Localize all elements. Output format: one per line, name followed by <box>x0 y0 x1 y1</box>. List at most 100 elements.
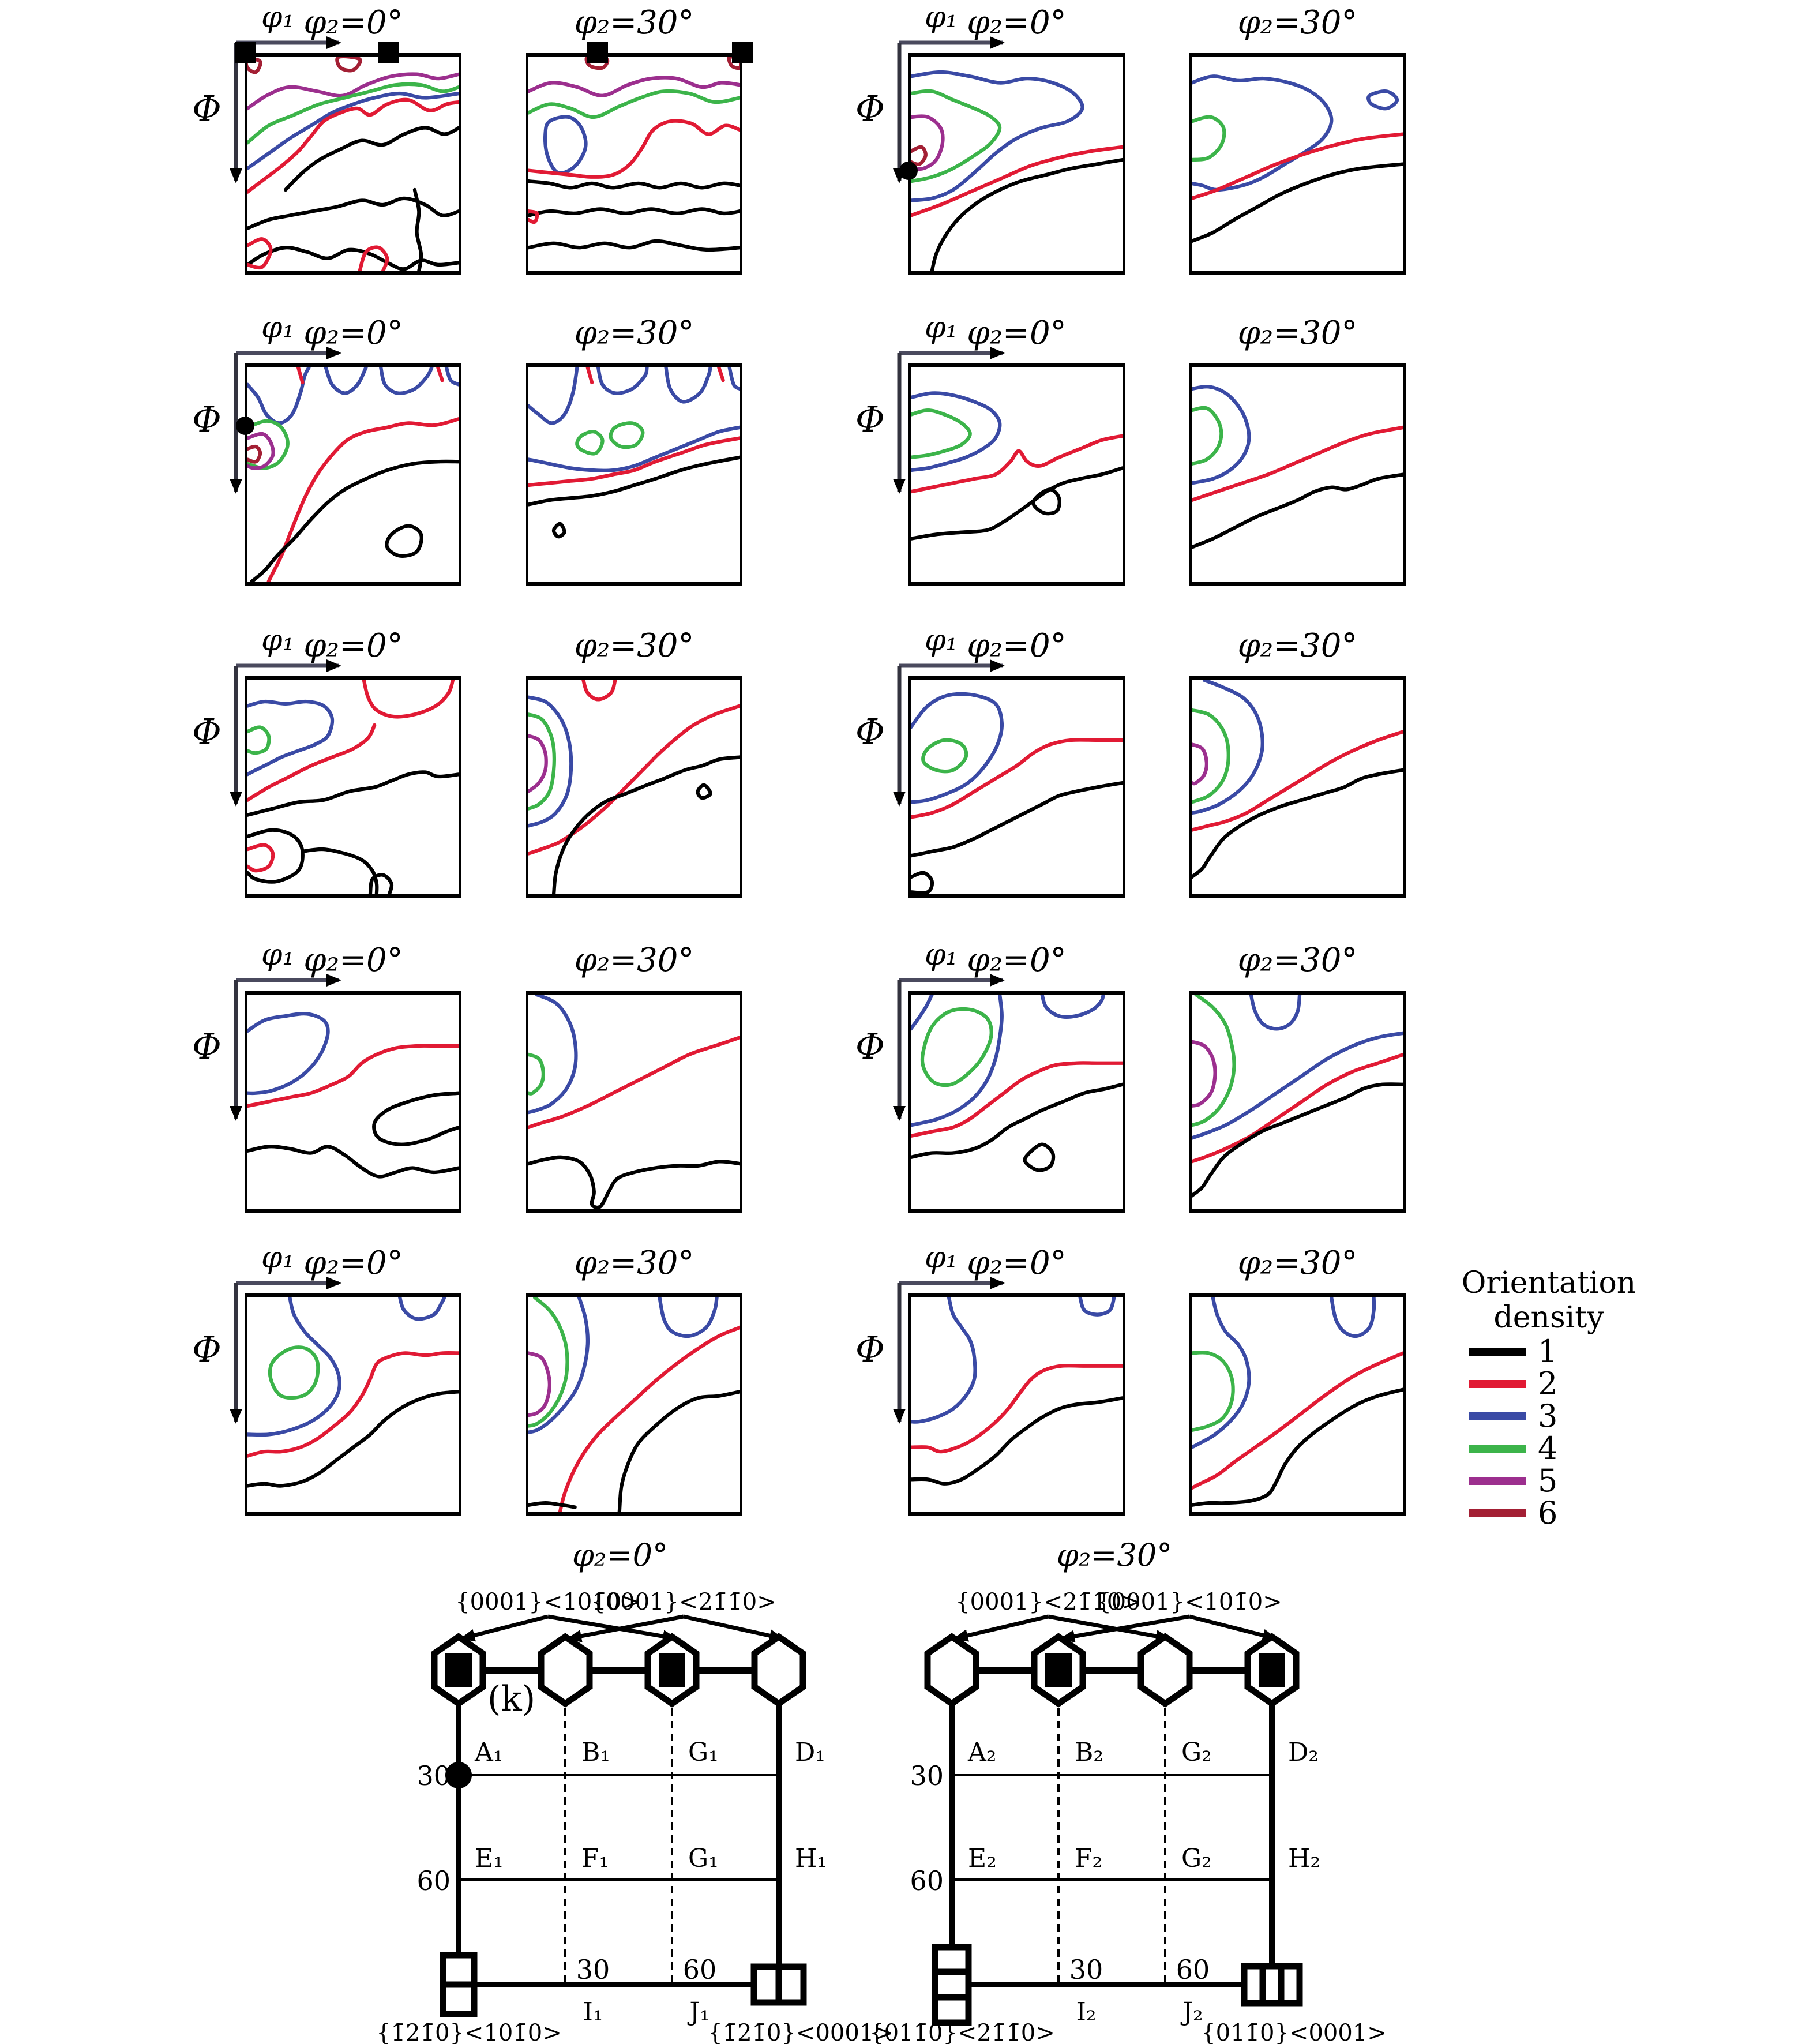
phi1-axis-label: φ₁ <box>925 0 958 35</box>
odf-panel-j-phi2-0 <box>908 1293 1125 1516</box>
section-title-phi2-30: φ₂=30° <box>1237 314 1358 352</box>
panel-letter: (k) <box>487 1679 535 1719</box>
grid-point-label: J₂ <box>1180 1997 1203 2027</box>
Phi-axis-label: Φ <box>192 1025 222 1067</box>
legend-swatch-level-5 <box>1469 1476 1526 1485</box>
ideal-orientation-circle-marker <box>899 162 918 181</box>
odf-panel-f-phi2-0-contours <box>911 692 1123 894</box>
grid-point-label: D₂ <box>1288 1738 1319 1767</box>
legend-swatch-level-6 <box>1469 1509 1526 1517</box>
legend-title-line1: Orientation <box>1461 1266 1636 1300</box>
section-title-phi2-0: φ₂=0° <box>967 314 1067 352</box>
odf-panel-i-phi2-0-contours <box>247 1297 459 1488</box>
orientation-component-label: {0001}<21̄1̄0> <box>955 1589 1141 1615</box>
phi1-Phi-axis-arrows <box>893 1277 1005 1424</box>
odf-panel-b-phi2-30-contours <box>1192 74 1403 243</box>
phi1-axis-label: φ₁ <box>925 310 958 345</box>
Phi-axis-label: Φ <box>855 711 885 753</box>
odf-panel-f-phi2-30-contours <box>1192 680 1403 879</box>
legend-value: 1 <box>1538 1333 1558 1370</box>
ideal-orientation-circle-marker <box>445 1762 472 1788</box>
hexagon-open-icon <box>924 1633 979 1708</box>
odf-panel-j-phi2-30 <box>1189 1293 1406 1516</box>
Phi-axis-label: Φ <box>855 88 885 130</box>
legend-value: 6 <box>1538 1495 1558 1532</box>
section-title-phi2-0: φ₂=0° <box>967 1244 1067 1282</box>
odf-panel-j-phi2-0-contours <box>911 1297 1123 1486</box>
legend-item-level-5: 5 <box>1469 1462 1644 1499</box>
odf-panel-h-phi2-30 <box>1189 991 1406 1213</box>
legend-item-level-6: 6 <box>1469 1495 1644 1532</box>
phi1-axis-label: φ₁ <box>925 623 958 658</box>
legend-item-level-2: 2 <box>1469 1366 1644 1402</box>
section-title-phi2-0: φ₂=0° <box>967 627 1067 665</box>
legend-swatch-level-2 <box>1469 1379 1526 1388</box>
phi1-axis-label: φ₁ <box>925 1240 958 1275</box>
legend-value: 3 <box>1538 1398 1558 1435</box>
phi1-Phi-axis-arrows <box>893 659 1005 807</box>
section-title-phi2-0: φ₂=0° <box>303 1244 403 1282</box>
odf-panel-e-phi2-30-contours <box>528 680 740 894</box>
legend-value: 4 <box>1538 1430 1558 1467</box>
section-title-phi2-0: φ₂=0° <box>303 4 403 42</box>
odf-panel-h-phi2-30-contours <box>1192 995 1403 1198</box>
odf-panel-g-phi2-30 <box>526 991 742 1213</box>
ideal-orientation-schematic-phi2-0: φ₂=0° {0001}<101̄0>{0001}<21̄1̄0> (k) A₁ B₁ G… <box>376 1537 894 2044</box>
odf-panel-e-phi2-30 <box>526 676 742 898</box>
orientation-component-label: {0001}<101̄0> <box>1097 1589 1282 1615</box>
odf-panel-b-phi2-0 <box>908 53 1125 275</box>
grid-point-label: G₂ <box>1181 1738 1212 1767</box>
legend-value: 5 <box>1538 1462 1558 1499</box>
phi1-axis-label: φ₁ <box>261 310 295 345</box>
orientation-component-label: {0001}<21̄1̄0> <box>591 1589 776 1615</box>
odf-panel-d-phi2-30-contours <box>1192 385 1403 549</box>
grid-point-label: F₂ <box>1075 1844 1102 1873</box>
Phi-tick: 30 <box>416 1760 451 1791</box>
odf-panel-g-phi2-0 <box>245 991 461 1213</box>
legend-item-level-4: 4 <box>1469 1430 1644 1467</box>
legend-value: 2 <box>1538 1366 1558 1402</box>
hexagon-open-icon <box>1137 1633 1193 1708</box>
schematic-title: φ₂=30° <box>1057 1537 1172 1573</box>
orientation-component-label: {1̄21̄0}<0001> <box>708 2020 894 2044</box>
section-title-phi2-30: φ₂=30° <box>574 4 694 42</box>
Phi-tick: 30 <box>910 1760 944 1791</box>
phi1-Phi-axis-arrows <box>893 974 1005 1121</box>
section-title-phi2-30: φ₂=30° <box>1237 942 1358 979</box>
grid-point-label: B₁ <box>581 1738 610 1767</box>
Phi-axis-label: Φ <box>855 398 885 440</box>
odf-panel-d-phi2-0 <box>908 363 1125 586</box>
grid-point-label: G₁ <box>688 1844 719 1873</box>
grid-point-label: G₁ <box>688 1738 719 1767</box>
phi1-axis-label: φ₁ <box>925 937 958 972</box>
legend-swatch-level-3 <box>1469 1412 1526 1420</box>
hexagon-open-icon <box>538 1633 593 1708</box>
phi1-tick: 30 <box>1069 1954 1103 1985</box>
odf-panel-c-phi2-0 <box>245 363 461 586</box>
grid-point-label: G₂ <box>1181 1844 1212 1873</box>
grid-point-label: H₂ <box>1288 1844 1320 1873</box>
odf-panel-c-phi2-30 <box>526 363 742 586</box>
odf-panel-c-phi2-0-contours <box>247 367 459 582</box>
odf-panel-a-phi2-0-contours <box>247 57 459 271</box>
section-title-phi2-30: φ₂=30° <box>574 627 694 665</box>
section-title-phi2-30: φ₂=30° <box>1237 4 1358 42</box>
section-title-phi2-30: φ₂=30° <box>574 942 694 979</box>
odf-panel-g-phi2-30-contours <box>528 995 740 1209</box>
orientation-component-label: {011̄0}<21̄1̄0> <box>869 2020 1055 2044</box>
Phi-tick: 60 <box>416 1865 451 1896</box>
grid-point-label: E₂ <box>968 1844 997 1873</box>
odf-panel-a-phi2-30-contours <box>528 57 740 252</box>
section-title-phi2-0: φ₂=0° <box>967 942 1067 979</box>
grid-point-label: A₁ <box>474 1738 503 1767</box>
odf-panel-h-phi2-0-contours <box>911 995 1123 1172</box>
ideal-orientation-square-marker <box>587 42 608 63</box>
phi1-axis-label: φ₁ <box>261 937 295 972</box>
grid-point-label: D₁ <box>795 1738 825 1767</box>
odf-panel-i-phi2-30-contours <box>528 1297 740 1512</box>
section-title-phi2-0: φ₂=0° <box>303 314 403 352</box>
ideal-orientation-circle-marker <box>236 416 254 435</box>
grid-point-label: H₁ <box>795 1844 827 1873</box>
